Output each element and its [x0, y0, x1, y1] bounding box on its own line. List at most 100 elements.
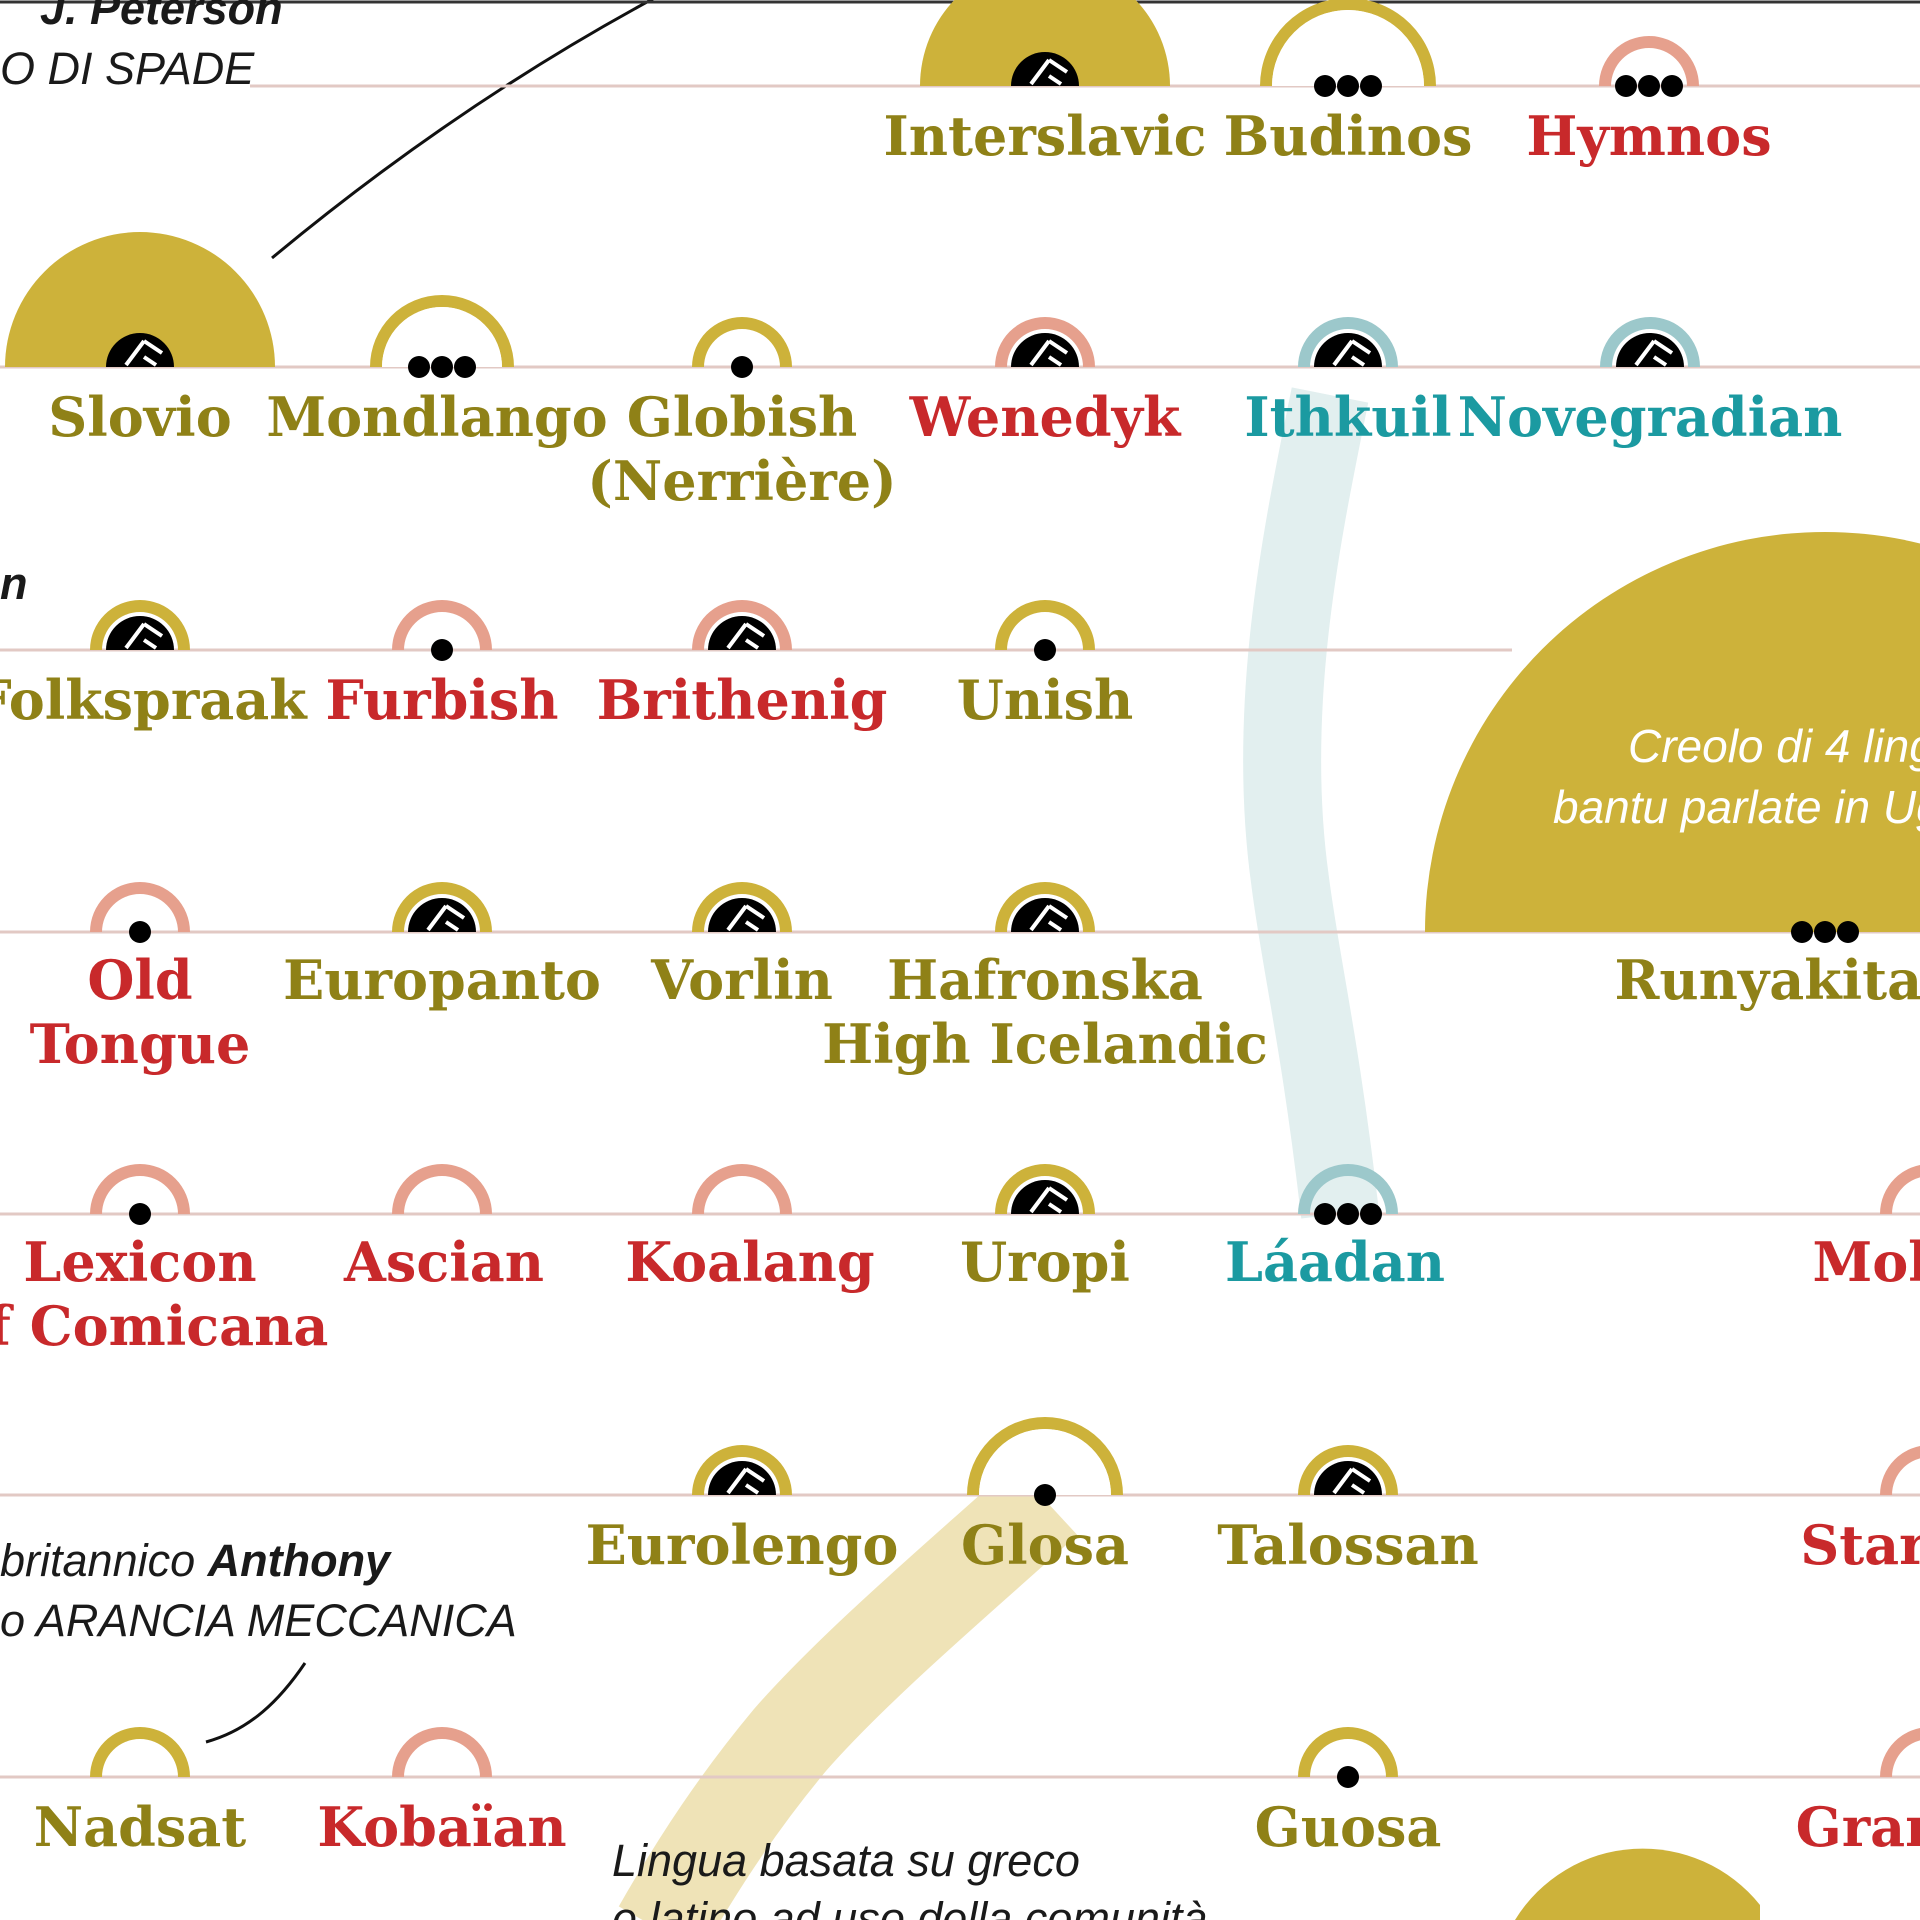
three-dots-icon: [1360, 75, 1382, 97]
language-folkspraak: [90, 600, 190, 650]
language-label-nadsat: Nadsat: [34, 1795, 246, 1859]
half-disc-icon: [1011, 1180, 1079, 1214]
note-greek-note-line2: e latino ad uso della comunità: [612, 1890, 1207, 1920]
note-part: e latino ad uso della comunità: [612, 1893, 1208, 1920]
language-label-line: Guosa: [1254, 1795, 1442, 1859]
three-dots-icon: [1791, 921, 1813, 943]
size-arc: [1298, 317, 1398, 367]
language-label-l-adan: Láadan: [1225, 1230, 1445, 1294]
description-runyakitara-desc-line: bantu parlate in Uganda: [1553, 781, 1920, 833]
size-arc: [967, 1417, 1123, 1495]
language-label-unish: Unish: [957, 668, 1134, 732]
size-arc: [90, 1164, 190, 1214]
half-disc-icon: [106, 333, 174, 367]
single-dot-icon: [731, 356, 753, 378]
language-slovio: [5, 232, 275, 367]
half-disc-icon: [408, 898, 476, 932]
arc-interior: [382, 307, 502, 367]
language-label-koba-an: Kobaïan: [317, 1795, 566, 1859]
size-arc: [1298, 1727, 1398, 1777]
glosa-link: [618, 1465, 1078, 1920]
language-label-hafronska-high-icelandic: Hafronska High Icelandic: [822, 948, 1268, 1076]
note-part: Anthony: [207, 1535, 391, 1586]
language-label-line: Eurolengo: [585, 1513, 899, 1577]
language-l-adan: [1298, 1164, 1398, 1225]
language-label-budinos: Budinos: [1224, 104, 1473, 168]
half-disc-icon: [708, 616, 776, 650]
three-dots-icon: [1314, 75, 1336, 97]
size-arc: [920, 0, 1170, 86]
language-label-line: Interslavic: [883, 104, 1207, 168]
size-arc: [370, 295, 514, 367]
three-dots-icon: [1615, 75, 1637, 97]
language-label-europanto: Europanto: [283, 948, 601, 1012]
language-label-uropi: Uropi: [960, 1230, 1130, 1294]
size-arc: [90, 600, 190, 650]
size-arc: [1298, 1164, 1398, 1214]
language-label-folkspraak: Folkspraak: [0, 668, 307, 732]
language-label-guosa: Guosa: [1255, 1795, 1442, 1859]
half-disc-marking: [726, 622, 766, 650]
language-eurolengo: [692, 1445, 792, 1495]
language-label-moh: Moh: [1812, 1230, 1920, 1294]
next-row-arc: [1515, 1848, 1760, 1920]
size-arc: [995, 1164, 1095, 1214]
language-starch: [1880, 1446, 1920, 1495]
language-label-lexicon-of-comicana: Lexiconof Comicana: [0, 1230, 328, 1358]
note-row3-fragment: n: [0, 555, 28, 613]
half-disc-marking: [124, 339, 164, 367]
language-label-line: Talossan: [1217, 1513, 1479, 1577]
language-talossan: [1298, 1445, 1398, 1495]
size-arc: [995, 317, 1095, 367]
language-label-ithkuil: Ithkuil: [1244, 385, 1451, 449]
language-label-interslavic: Interslavic: [884, 104, 1207, 168]
language-label-line: Moh: [1812, 1230, 1920, 1294]
size-arc: [1880, 1446, 1920, 1495]
three-dots-icon: [1837, 921, 1859, 943]
size-arc: [90, 882, 190, 932]
language-label-ascian: Ascian: [344, 1230, 544, 1294]
language-label-old-tongue: Old Tongue: [30, 948, 251, 1076]
ithkuil-laadan-link: [1243, 387, 1379, 1219]
language-label-line: Glosa: [960, 1513, 1130, 1577]
note-burgess-line2: o ARANCIA MECCANICA: [0, 1592, 517, 1650]
size-arc: [1599, 36, 1699, 86]
three-dots-icon: [408, 356, 430, 378]
language-label-runyakitara: Runyakitara: [1614, 948, 1920, 1012]
language-label-line: Furbish: [325, 668, 559, 732]
half-disc-marking: [1029, 904, 1069, 932]
size-arc: [392, 600, 492, 650]
size-arc: [692, 317, 792, 367]
language-label-line: of Comicana: [0, 1294, 329, 1358]
language-label-mondlango: Mondlango: [266, 385, 607, 449]
single-dot-icon: [129, 921, 151, 943]
language-label-talossan: Talossan: [1217, 1513, 1479, 1577]
language-label-line: Nadsat: [33, 1795, 247, 1859]
note-part: o ARANCIA MECCANICA: [0, 1595, 517, 1646]
language-furbish: [392, 600, 492, 661]
size-arc: [1880, 1165, 1920, 1214]
language-label-line: Novegradian: [1457, 385, 1843, 449]
size-arc: [5, 232, 275, 367]
language-label-koalang: Koalang: [625, 1230, 874, 1294]
burgess-leader-line: [205, 1662, 307, 1744]
half-disc-icon: [708, 898, 776, 932]
three-dots-icon: [1337, 1203, 1359, 1225]
language-glosa: [967, 1417, 1123, 1506]
language-label-line: Gran: [1795, 1795, 1920, 1859]
language-ithkuil: [1298, 317, 1398, 367]
language-label-line: Budinos: [1223, 104, 1473, 168]
three-dots-icon: [1360, 1203, 1382, 1225]
language-uropi: [995, 1164, 1095, 1214]
three-dots-icon: [1661, 75, 1683, 97]
size-arc: [1298, 1445, 1398, 1495]
half-disc-marking: [1029, 339, 1069, 367]
language-koalang: [692, 1164, 792, 1214]
language-label-line: Uropi: [960, 1230, 1130, 1294]
arc-interior: [979, 1429, 1111, 1495]
arc-interior: [1272, 10, 1424, 86]
half-disc-marking: [1029, 1186, 1069, 1214]
language-label-line: Europanto: [283, 948, 601, 1012]
half-disc-icon: [1011, 333, 1079, 367]
